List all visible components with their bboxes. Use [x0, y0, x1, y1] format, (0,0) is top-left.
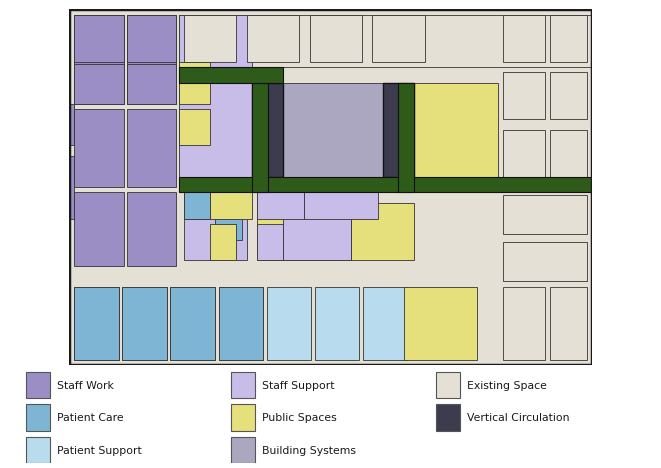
- Bar: [126, 109, 176, 187]
- Bar: [184, 192, 210, 219]
- Bar: [74, 286, 119, 360]
- Bar: [74, 192, 124, 266]
- Bar: [179, 177, 592, 192]
- Text: Existing Space: Existing Space: [467, 380, 547, 391]
- Bar: [503, 242, 587, 281]
- Bar: [26, 404, 50, 431]
- Bar: [126, 192, 176, 266]
- Bar: [179, 67, 284, 82]
- Bar: [414, 82, 498, 177]
- Bar: [550, 130, 587, 177]
- Bar: [399, 82, 414, 192]
- Bar: [550, 286, 587, 360]
- Text: Public Spaces: Public Spaces: [262, 413, 337, 424]
- Bar: [352, 203, 414, 260]
- Bar: [184, 15, 237, 62]
- Bar: [122, 286, 167, 360]
- Bar: [210, 224, 237, 260]
- Bar: [179, 109, 210, 146]
- Bar: [503, 130, 545, 177]
- Bar: [184, 192, 210, 219]
- Text: Staff Work: Staff Work: [57, 380, 114, 391]
- Bar: [179, 62, 210, 103]
- Bar: [363, 286, 407, 360]
- Text: Building Systems: Building Systems: [262, 446, 356, 456]
- Bar: [74, 109, 124, 187]
- Bar: [383, 82, 414, 177]
- Bar: [309, 15, 362, 62]
- Bar: [184, 192, 247, 260]
- Bar: [252, 82, 284, 177]
- Bar: [247, 15, 299, 62]
- Bar: [266, 286, 311, 360]
- Bar: [126, 15, 176, 62]
- Bar: [257, 182, 352, 260]
- Bar: [210, 187, 252, 219]
- Bar: [74, 64, 124, 103]
- Bar: [219, 286, 263, 360]
- Bar: [179, 15, 252, 187]
- Bar: [126, 15, 176, 103]
- Bar: [304, 177, 377, 219]
- Bar: [404, 286, 477, 360]
- Bar: [503, 72, 545, 119]
- Bar: [215, 213, 241, 240]
- Bar: [219, 286, 263, 360]
- Bar: [231, 372, 254, 398]
- Bar: [171, 286, 215, 360]
- Bar: [126, 64, 176, 103]
- Bar: [122, 286, 167, 360]
- Text: Patient Support: Patient Support: [57, 446, 142, 456]
- Bar: [26, 437, 50, 463]
- Bar: [315, 286, 360, 360]
- Text: Staff Support: Staff Support: [262, 380, 334, 391]
- Bar: [503, 286, 545, 360]
- Bar: [503, 15, 545, 62]
- Bar: [252, 82, 268, 192]
- Bar: [179, 15, 592, 67]
- Bar: [74, 286, 119, 360]
- Bar: [550, 15, 587, 62]
- Bar: [69, 103, 74, 146]
- Bar: [284, 82, 383, 177]
- Bar: [284, 182, 352, 260]
- Bar: [231, 437, 254, 463]
- Bar: [436, 404, 460, 431]
- Bar: [74, 15, 124, 62]
- Bar: [372, 15, 424, 62]
- Bar: [550, 72, 587, 119]
- Bar: [26, 372, 50, 398]
- Bar: [231, 404, 254, 431]
- Bar: [436, 372, 460, 398]
- Bar: [69, 156, 74, 219]
- Text: Patient Care: Patient Care: [57, 413, 124, 424]
- Bar: [257, 224, 284, 260]
- Bar: [257, 182, 304, 219]
- Bar: [171, 286, 215, 360]
- Bar: [74, 15, 124, 103]
- Text: Vertical Circulation: Vertical Circulation: [467, 413, 570, 424]
- Bar: [503, 195, 587, 234]
